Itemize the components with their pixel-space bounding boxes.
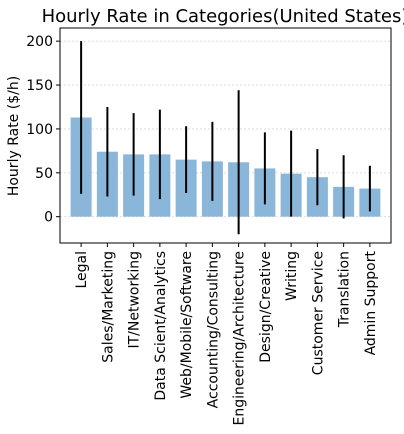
x-tick-label: Data Scient/Analytics	[153, 251, 169, 401]
x-tick-label: Customer Service	[310, 251, 326, 375]
bars	[70, 117, 381, 217]
plot-frame	[59, 27, 392, 244]
x-tick-label: Accounting/Consulting	[205, 251, 221, 408]
error-bars	[80, 41, 371, 235]
x-tick-label: Web/Mobile/Software	[179, 251, 195, 399]
x-tick-label: Design/Creative	[258, 251, 274, 363]
y-tick-label: 200	[26, 34, 53, 50]
x-axis-ticks: Legal Sales/Marketing IT/Networking Data Sc…	[74, 243, 379, 425]
x-tick-label: IT/Networking	[127, 251, 143, 349]
y-tick-label: 50	[35, 166, 53, 182]
x-tick-label: Admin Support	[363, 250, 379, 355]
x-tick-label: Engineering/Architecture	[232, 251, 248, 425]
y-tick-label: 0	[44, 210, 53, 226]
chart-title: Hourly Rate in Categories(United States)	[42, 6, 404, 27]
x-tick-label: Legal	[74, 251, 90, 289]
x-tick-label: Sales/Marketing	[100, 251, 116, 363]
y-axis-label: Hourly Rate ($/h)	[6, 76, 22, 196]
y-tick-label: 150	[26, 78, 53, 94]
x-tick-label: Writing	[284, 251, 300, 301]
x-tick-label: Translation	[337, 251, 353, 328]
grid-lines	[60, 40, 391, 218]
y-axis-ticks: 0 50 100 150 200	[26, 34, 60, 226]
y-tick-label: 100	[26, 122, 53, 138]
